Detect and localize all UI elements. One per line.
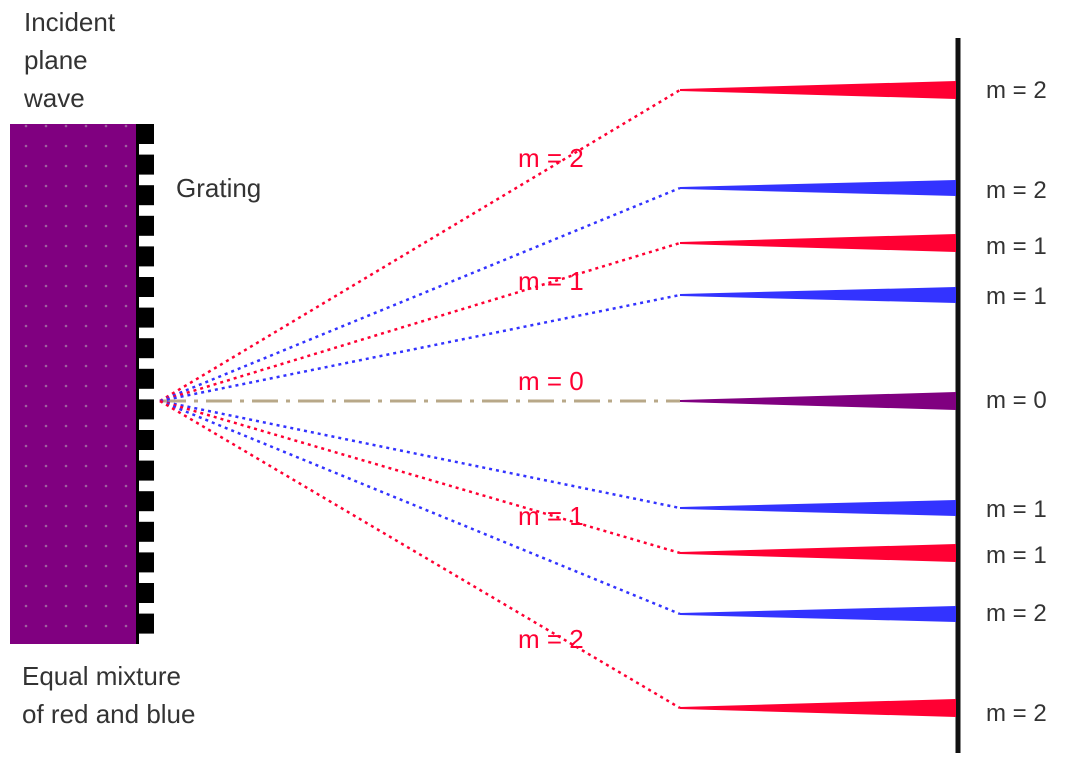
wedge-blue-m1-up	[680, 287, 956, 303]
screen-label-blue-m1-down: m = 1	[986, 496, 1047, 523]
wedge-blue-m2-up	[680, 180, 956, 196]
grating-slit	[138, 154, 154, 175]
wedge-red-m2-down	[680, 699, 956, 717]
beam-wedges	[680, 81, 956, 717]
order-label-mid-m1-up: m = 1	[518, 266, 584, 296]
grating-slit	[138, 399, 154, 420]
screen-label-red-m2-up: m = 2	[986, 77, 1047, 104]
screen-label-m0: m = 0	[986, 387, 1047, 414]
grating-slit	[138, 521, 154, 542]
order-label-mid-m1-down: m = 1	[518, 501, 584, 531]
wedge-red-m1-down	[680, 544, 956, 562]
grating-slit	[138, 491, 154, 512]
wedge-blue-m2-down	[680, 606, 956, 622]
order-label-mid-m2-down: m = 2	[518, 624, 584, 654]
grating-edge	[136, 124, 139, 644]
order-label-mid-m2-up: m = 2	[518, 143, 584, 173]
mixture-label-line2: of red and blue	[22, 699, 196, 729]
screen-label-red-m1-down: m = 1	[986, 542, 1047, 569]
incident-label-line1: Incident	[24, 7, 116, 37]
screen-label-blue-m2-up: m = 2	[986, 177, 1047, 204]
ray-red-m2-up	[159, 88, 681, 403]
grating-slit	[138, 552, 154, 573]
grating-slit	[138, 277, 154, 297]
grating-slit	[138, 124, 154, 144]
ray-blue-m2-up	[159, 186, 681, 403]
ray-blue-m1-up	[159, 293, 681, 403]
grating-slit	[138, 583, 154, 603]
grating-slit	[138, 185, 154, 206]
grating-slit	[138, 246, 154, 267]
screen-label-blue-m2-down: m = 2	[986, 600, 1047, 627]
wedge-red-m2-up	[680, 81, 956, 99]
grating-slit	[138, 430, 154, 450]
order-label-mid-m0: m = 0	[518, 366, 584, 396]
screen-label-red-m1-up: m = 1	[986, 233, 1047, 260]
wedge-center-m0	[680, 392, 956, 410]
screen-label-blue-m1-up: m = 1	[986, 283, 1047, 310]
grating	[136, 124, 154, 644]
ray-red-m1-up	[159, 241, 681, 403]
ray-blue-m1-down	[159, 399, 681, 510]
mixture-label-line1: Equal mixture	[22, 661, 181, 691]
ray-blue-m2-down	[159, 399, 681, 616]
ray-red-m1-down	[159, 399, 681, 555]
incident-wave-dots	[10, 124, 136, 644]
incident-label-line3: wave	[24, 83, 85, 113]
wedge-red-m1-up	[680, 234, 956, 252]
grating-slit	[138, 338, 154, 359]
wedge-blue-m1-down	[680, 500, 956, 516]
grating-slit	[138, 215, 154, 236]
screen-label-red-m2-down: m = 2	[986, 700, 1047, 727]
grating-slit	[138, 460, 154, 481]
ray-red-m2-down	[159, 399, 681, 710]
diffracted-rays	[159, 88, 681, 710]
grating-slit	[138, 307, 154, 328]
grating-slit	[138, 368, 154, 389]
incident-label-line2: plane	[24, 45, 88, 75]
grating-slit	[138, 613, 154, 634]
grating-label: Grating	[176, 173, 262, 203]
